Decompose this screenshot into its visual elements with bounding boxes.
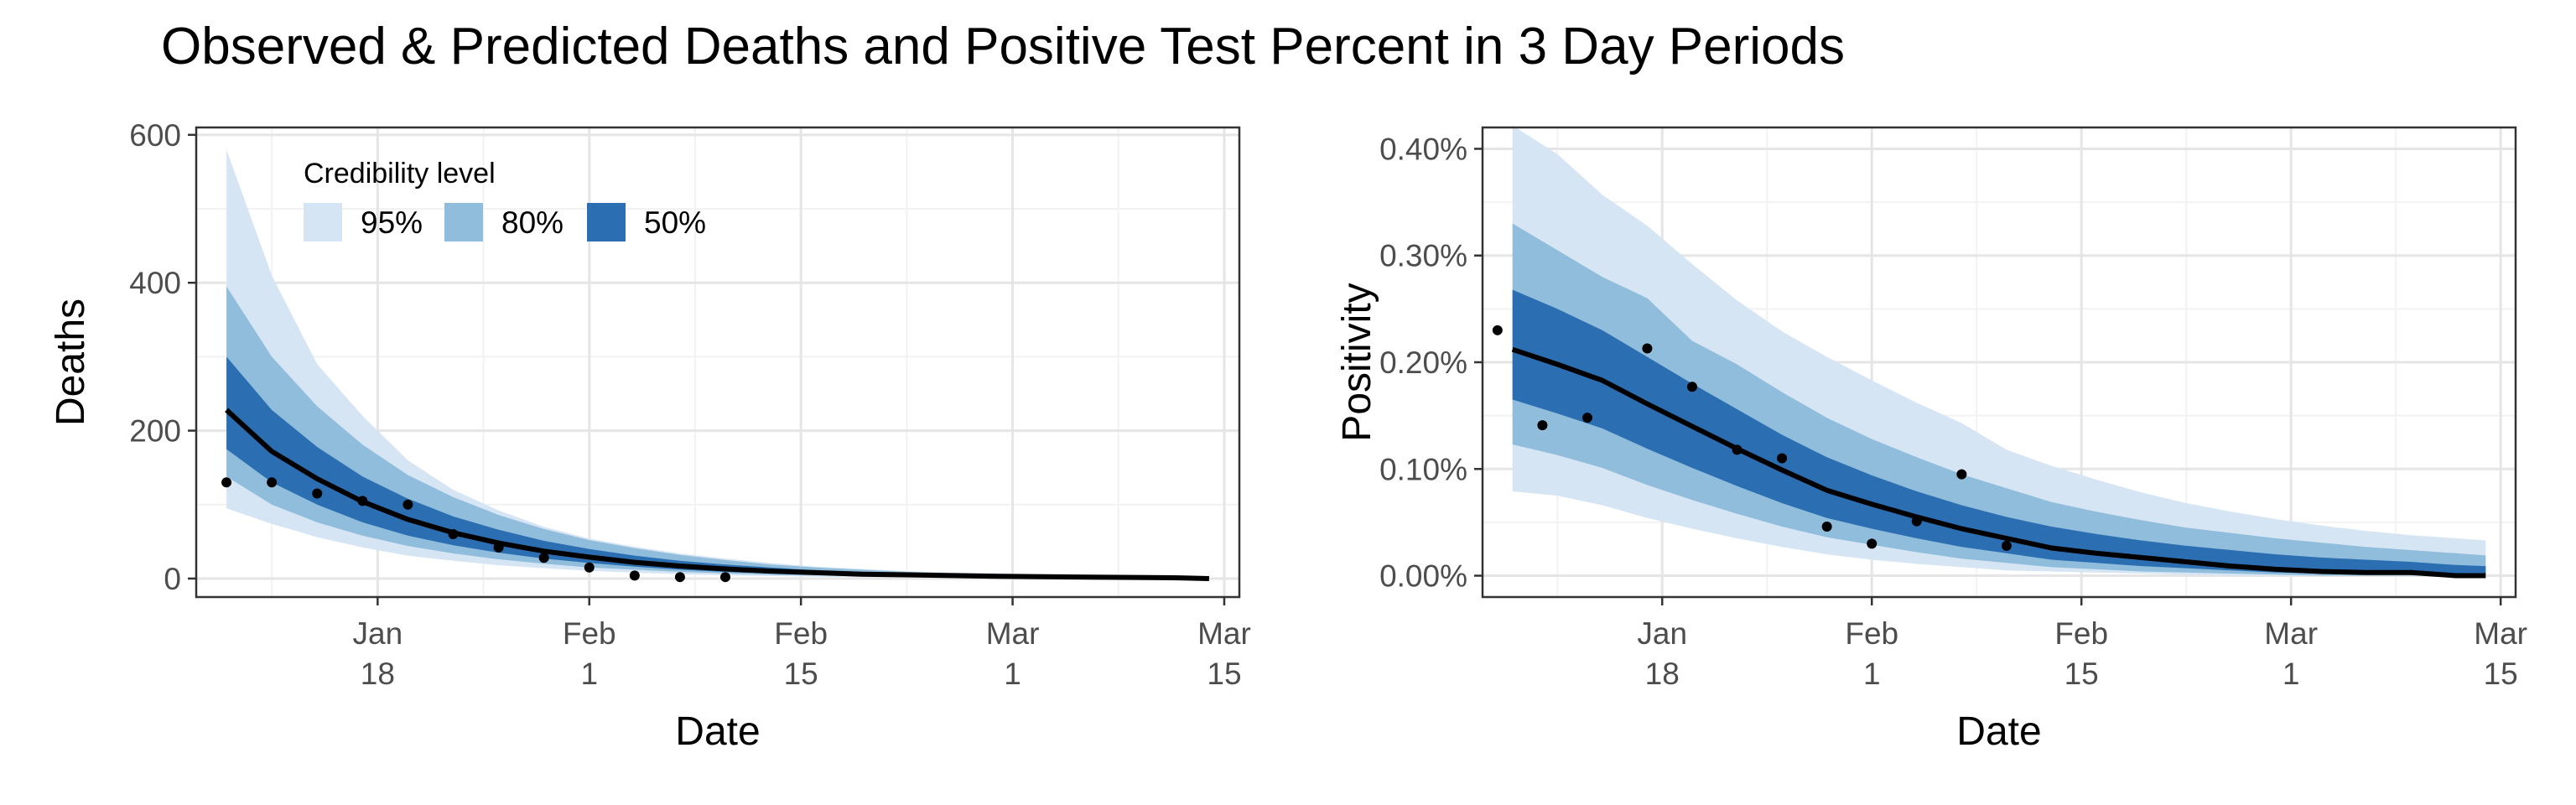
- observed-point: [221, 477, 232, 488]
- x-tick-label: Mar: [986, 616, 1040, 651]
- band-50-area: [226, 356, 1209, 579]
- y-tick-label: 600: [129, 118, 181, 153]
- x-axis-title: Date: [1956, 709, 2041, 754]
- x-tick-label: Feb: [774, 616, 828, 651]
- positivity-panel: 0.00% 0.10% 0.20% 0.30% 0.40% Jan 18 Feb 1 Feb 15 M…: [1335, 125, 2527, 754]
- legend-key-80: [444, 203, 483, 242]
- x-tick-label: 15: [784, 657, 818, 691]
- observed-point: [312, 488, 323, 499]
- x-tick-label: Feb: [563, 616, 616, 651]
- chart-title: Observed & Predicted Deaths and Positive…: [161, 18, 1846, 75]
- y-tick-label: 400: [129, 266, 181, 300]
- band-95-area: [226, 149, 1209, 579]
- y-tick-label: 0: [164, 562, 181, 596]
- observed-point: [357, 496, 368, 506]
- x-tick-label: 15: [2484, 657, 2518, 691]
- observed-point: [1867, 538, 1877, 549]
- observed-point: [629, 570, 640, 581]
- y-tick-label: 200: [129, 414, 181, 449]
- observed-point: [1642, 343, 1653, 354]
- x-tick-label: Jan: [1637, 616, 1687, 651]
- x-tick-label: Jan: [353, 616, 403, 651]
- legend-title: Credibility level: [304, 158, 496, 190]
- y-tick-label: 0.20%: [1379, 345, 1467, 380]
- y-axis-title: Positivity: [1335, 283, 1379, 441]
- observed-point: [720, 572, 731, 583]
- x-tick-label: Mar: [1197, 616, 1251, 651]
- y-axis-title: Deaths: [49, 299, 93, 426]
- x-tick-label: 1: [2283, 657, 2300, 691]
- legend: Credibility level 95% 80% 50%: [304, 158, 706, 242]
- observed-point: [584, 562, 595, 573]
- legend-label: 80%: [501, 205, 564, 240]
- observed-point: [1732, 444, 1742, 455]
- y-tick-label: 0.10%: [1379, 452, 1467, 486]
- observed-point: [1956, 469, 1967, 480]
- x-tick-label: Feb: [1845, 616, 1898, 651]
- observed-point: [1777, 453, 1788, 464]
- x-tick-label: 15: [2064, 657, 2099, 691]
- y-tick-label: 0.30%: [1379, 239, 1467, 273]
- observed-point: [1686, 382, 1697, 392]
- legend-key-95: [304, 203, 342, 242]
- observed-point: [267, 477, 278, 488]
- x-tick-label: 1: [580, 657, 598, 691]
- panel-border: [195, 126, 1241, 599]
- observed-point: [1537, 420, 1548, 431]
- deaths-panel: 0 200 400 600 Jan 18 Feb 1 Feb 15 Mar 1 Mar 15 Date Dea…: [49, 118, 1251, 754]
- x-tick-label: 15: [1207, 657, 1241, 691]
- observed-point: [402, 499, 413, 510]
- median-line: [225, 408, 1209, 581]
- x-tick-label: 18: [1645, 657, 1680, 691]
- observed-point: [1821, 522, 1832, 532]
- observed-point: [493, 542, 504, 553]
- legend-label: 50%: [644, 205, 706, 240]
- y-tick-label: 0.40%: [1379, 132, 1467, 166]
- legend-label: 95%: [361, 205, 423, 240]
- x-tick-label: 1: [1863, 657, 1881, 691]
- x-tick-label: Feb: [2054, 616, 2108, 651]
- y-tick-label: 0.00%: [1379, 559, 1467, 594]
- x-tick-label: 18: [361, 657, 395, 691]
- x-tick-label: 1: [1004, 657, 1021, 691]
- observed-point: [674, 572, 685, 583]
- legend-key-50: [587, 203, 626, 242]
- observed-point: [538, 553, 549, 564]
- x-axis-title: Date: [675, 709, 760, 754]
- observed-point: [1492, 325, 1503, 335]
- observed-point: [1911, 516, 1922, 527]
- band-80-area: [226, 286, 1209, 579]
- median-line: [1511, 346, 2486, 579]
- observed-point: [1581, 413, 1592, 423]
- observed-point: [448, 529, 459, 540]
- x-tick-label: Mar: [2264, 616, 2318, 651]
- observed-point: [2001, 540, 2012, 551]
- x-tick-label: Mar: [2474, 616, 2527, 651]
